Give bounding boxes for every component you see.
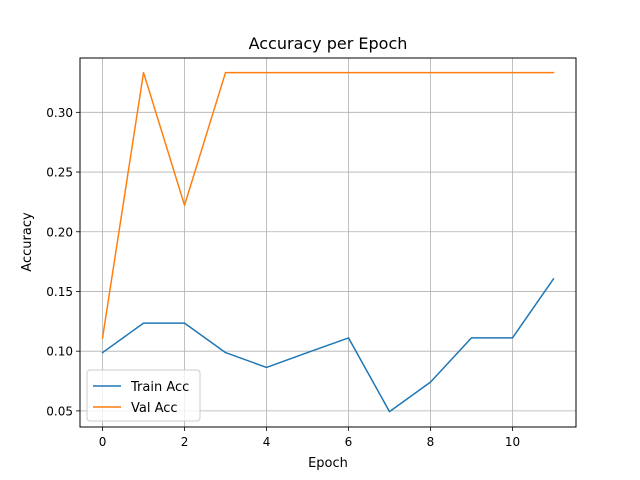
y-tick-label: 0.25: [46, 166, 73, 180]
grid: [80, 58, 576, 427]
legend-label-val: Val Acc: [131, 401, 178, 416]
x-tick-label: 0: [99, 435, 107, 449]
x-tick-label: 10: [505, 435, 520, 449]
series-lines: [101, 71, 555, 413]
axis-ticks: 0 2 4 6 8 10 0.05 0.10 0.15 0.20 0.25 0.30: [46, 106, 520, 449]
y-tick-label: 0.05: [46, 404, 73, 418]
x-tick-label: 2: [181, 435, 189, 449]
y-tick-label: 0.20: [46, 225, 73, 239]
y-tick-label: 0.15: [46, 285, 73, 299]
series-line-train-acc: [101, 277, 555, 413]
x-tick-label: 6: [345, 435, 353, 449]
chart-title: Accuracy per Epoch: [249, 34, 408, 53]
y-axis-label: Accuracy: [20, 212, 35, 272]
plot-frame: [79, 57, 577, 428]
legend-label-train: Train Acc: [130, 380, 189, 395]
x-axis-label: Epoch: [308, 456, 348, 471]
y-tick-label: 0.30: [46, 106, 73, 120]
x-tick-label: 8: [427, 435, 435, 449]
legend-box: [86, 369, 201, 422]
legend: Train Acc Val Acc: [86, 369, 201, 422]
x-tick-label: 4: [263, 435, 271, 449]
series-line-val-acc: [101, 71, 555, 339]
y-tick-label: 0.10: [46, 345, 73, 359]
